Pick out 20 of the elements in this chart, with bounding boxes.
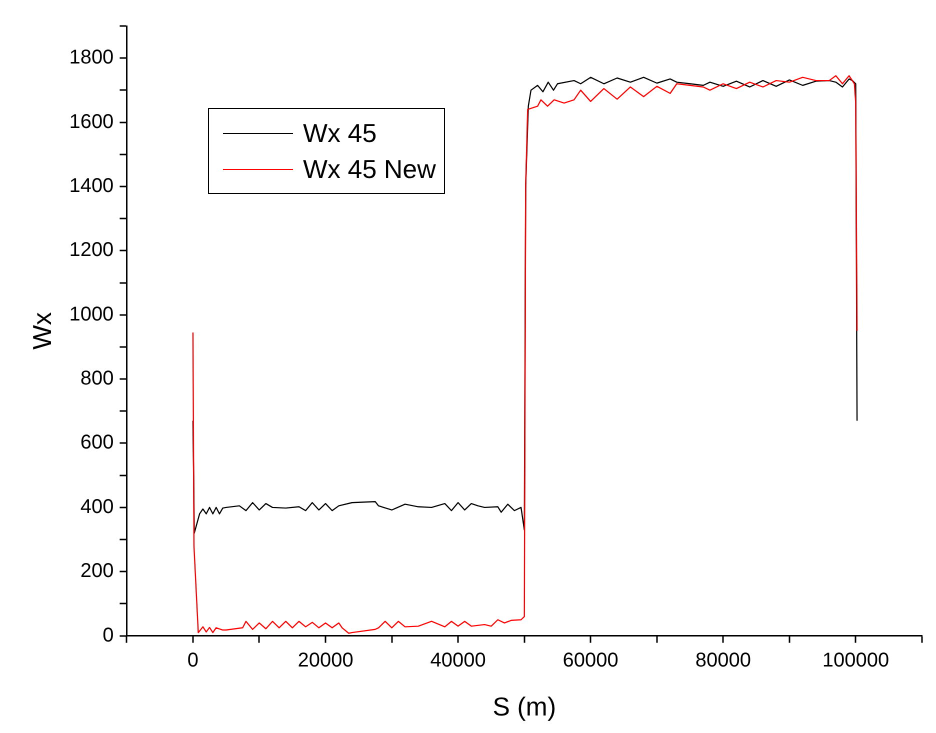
x-tick-label: 40000 — [430, 649, 486, 672]
y-tick-label: 1800 — [69, 46, 114, 69]
x-tick-label: 80000 — [695, 649, 751, 672]
x-tick-label: 20000 — [298, 649, 354, 672]
y-tick-label: 600 — [80, 432, 114, 454]
legend-label: Wx 45 New — [303, 153, 436, 186]
y-tick-label: 200 — [80, 560, 114, 582]
y-tick-label: 0 — [102, 624, 114, 646]
y-tick-label: 1600 — [69, 110, 114, 133]
y-tick-label: 1200 — [69, 239, 114, 262]
y-tick-label: 400 — [80, 496, 114, 518]
x-tick-label: 60000 — [562, 649, 618, 672]
x-tick-label: 0 — [187, 649, 199, 672]
x-tick-label: 100000 — [822, 649, 890, 672]
x-axis-title: S (m) — [492, 692, 556, 722]
y-axis-title: Wx — [26, 312, 57, 350]
y-tick-label: 1000 — [69, 303, 114, 326]
y-tick-label: 1400 — [69, 174, 114, 197]
y-tick-label: 800 — [80, 368, 114, 390]
legend-label: Wx 45 — [303, 117, 377, 150]
